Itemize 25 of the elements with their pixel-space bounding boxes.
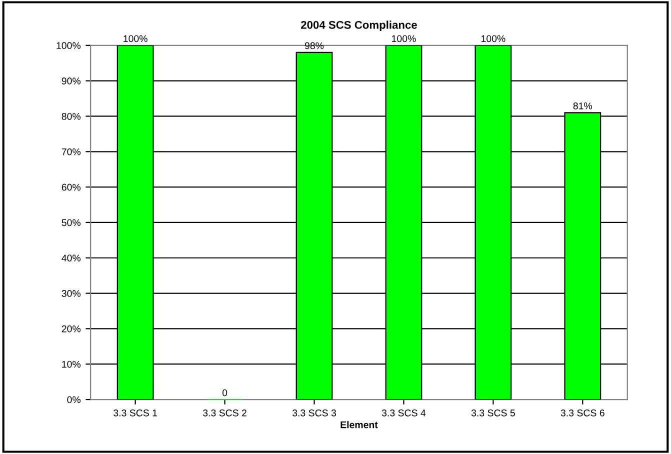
y-tick-label: 100% — [56, 42, 81, 50]
y-tick-label: 20% — [62, 325, 81, 332]
y-tick-label: 70% — [62, 148, 81, 156]
y-tick-label: 80% — [62, 112, 81, 120]
x-axis-title: Element — [340, 421, 378, 428]
chart-title: 2004 SCS Compliance — [301, 20, 417, 32]
y-tick-label: 40% — [62, 254, 81, 262]
x-tick-label: 3.3 SCS 4 — [382, 410, 426, 416]
y-tick-label: 60% — [62, 184, 81, 191]
data-label: 81% — [573, 102, 592, 110]
data-label: 100% — [481, 35, 506, 42]
y-tick-label: 0% — [67, 396, 81, 404]
y-tick-label: 90% — [62, 78, 81, 84]
x-tick-label: 3.3 SCS 5 — [471, 410, 515, 416]
data-label: 98% — [304, 42, 324, 50]
y-tick-label: 10% — [62, 360, 81, 368]
x-tick-label: 3.3 SCS 1 — [114, 410, 157, 416]
data-label: 100% — [124, 35, 148, 42]
x-tick-label: 3.3 SCS 2 — [203, 410, 246, 416]
y-tick-label: 30% — [62, 290, 81, 297]
x-tick-label: 3.3 SCS 3 — [292, 410, 336, 416]
x-tick-label: 3.3 SCS 6 — [560, 410, 604, 416]
data-label: 100% — [392, 35, 416, 42]
y-tick-label: 50% — [62, 219, 81, 226]
data-label: 0 — [222, 389, 228, 396]
